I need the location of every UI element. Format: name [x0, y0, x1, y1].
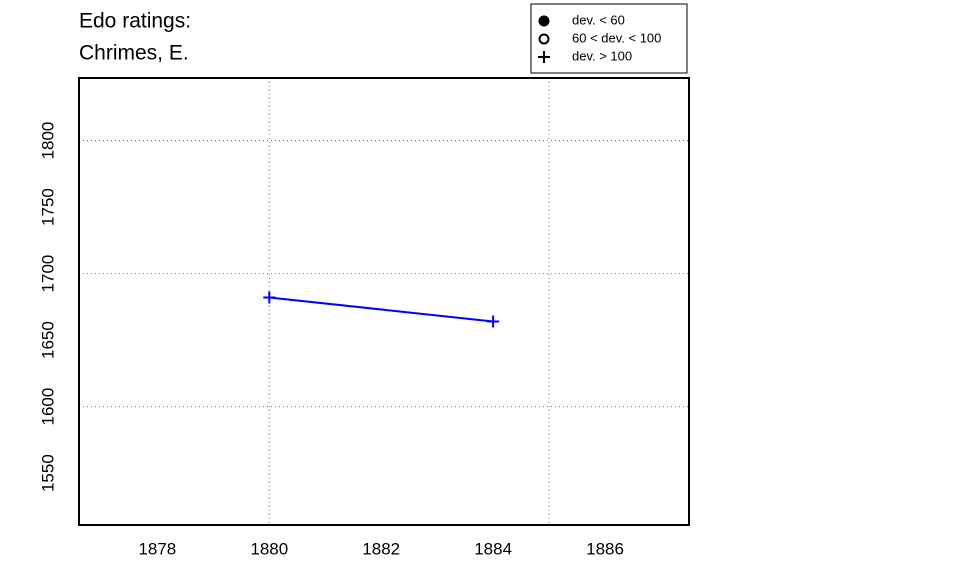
plot-frame [78, 77, 690, 526]
y-tick-label: 1600 [38, 388, 57, 426]
x-tick-label: 1878 [138, 539, 176, 558]
y-tick-label: 1800 [38, 122, 57, 160]
marker [538, 33, 550, 45]
series-line [269, 296, 494, 323]
x-tick-label: 1882 [362, 539, 400, 558]
x-tick-label: 1884 [474, 539, 512, 558]
legend-label: dev. < 60 [572, 12, 625, 27]
y-tick-label: 1650 [38, 321, 57, 359]
x-tick-label: 1880 [250, 539, 288, 558]
marker [263, 291, 276, 304]
legend-box [530, 3, 688, 74]
marker [538, 15, 550, 27]
y-tick-label: 1550 [38, 454, 57, 492]
legend-label: dev. > 100 [572, 48, 632, 63]
legend-label: 60 < dev. < 100 [572, 30, 661, 45]
marker [538, 51, 550, 63]
x-tick-label: 1886 [586, 539, 624, 558]
chart-title: Edo ratings: [79, 10, 191, 33]
marker [487, 315, 500, 328]
chart-subtitle: Chrimes, E. [79, 42, 189, 65]
y-tick-label: 1700 [38, 255, 57, 293]
y-tick-label: 1750 [38, 188, 57, 226]
